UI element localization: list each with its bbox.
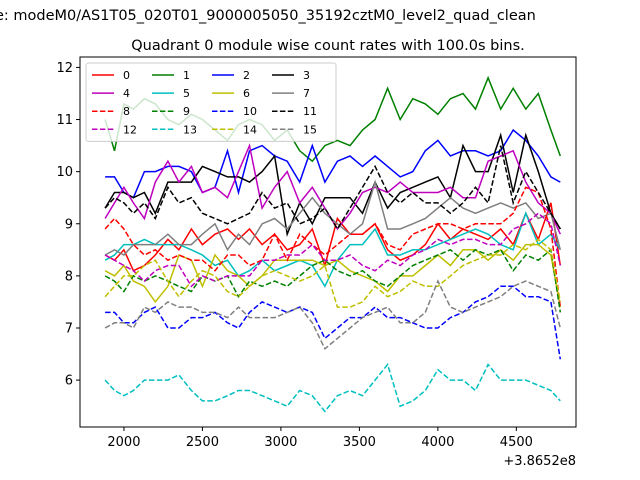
y-tick-label: 10 [56, 165, 73, 180]
x-tick-label: 4500 [500, 435, 533, 450]
x-tick-label: 3000 [264, 435, 297, 450]
y-tick-label: 11 [56, 113, 73, 128]
x-tick-label: 2500 [186, 435, 219, 450]
x-tick-label: 4000 [421, 435, 454, 450]
legend-label-13: 13 [183, 123, 197, 136]
legend-label-12: 12 [123, 123, 137, 136]
legend-label-2: 2 [243, 69, 250, 82]
y-tick-label: 6 [65, 374, 73, 389]
y-tick-label: 7 [65, 321, 73, 336]
legend-label-10: 10 [243, 105, 257, 118]
legend-label-9: 9 [183, 105, 190, 118]
legend-label-1: 1 [183, 69, 190, 82]
legend-label-8: 8 [123, 105, 130, 118]
legend-label-3: 3 [303, 69, 310, 82]
x-offset-label: +3.8652e8 [503, 454, 576, 469]
chart-title: Quadrant 0 module wise count rates with … [131, 38, 525, 54]
legend-label-4: 4 [123, 87, 130, 100]
series-line-14 [104, 238, 562, 308]
x-tick-label: 2000 [107, 435, 140, 450]
legend-label-6: 6 [243, 87, 250, 100]
series-line-10 [105, 285, 562, 360]
x-tick-label: 3500 [343, 435, 376, 450]
legend-box [85, 62, 337, 142]
y-tick-label: 12 [56, 61, 73, 76]
series-line-2 [105, 128, 561, 199]
legend-label-11: 11 [303, 105, 317, 118]
series-line-15 [104, 279, 562, 350]
series-line-11 [104, 145, 561, 231]
series-line-9 [104, 248, 562, 313]
y-tick-label: 9 [65, 217, 73, 232]
series-line-6 [104, 243, 562, 308]
series-line-7 [104, 179, 562, 256]
figure-suptitle: n file: modeM0/AS1T05_020T01_9000005050_… [0, 8, 536, 24]
legend-label-0: 0 [123, 69, 130, 82]
series-line-5 [104, 211, 561, 288]
legend-label-14: 14 [243, 123, 257, 136]
series-line-8 [104, 186, 562, 308]
series-line-12 [104, 212, 562, 288]
series-line-13 [104, 362, 561, 413]
legend-label-7: 7 [303, 87, 310, 100]
legend-label-15: 15 [303, 123, 317, 136]
series-line-4 [104, 143, 561, 235]
legend-label-5: 5 [183, 87, 190, 100]
y-tick-label: 8 [65, 269, 73, 284]
axes-frame [79, 56, 577, 428]
